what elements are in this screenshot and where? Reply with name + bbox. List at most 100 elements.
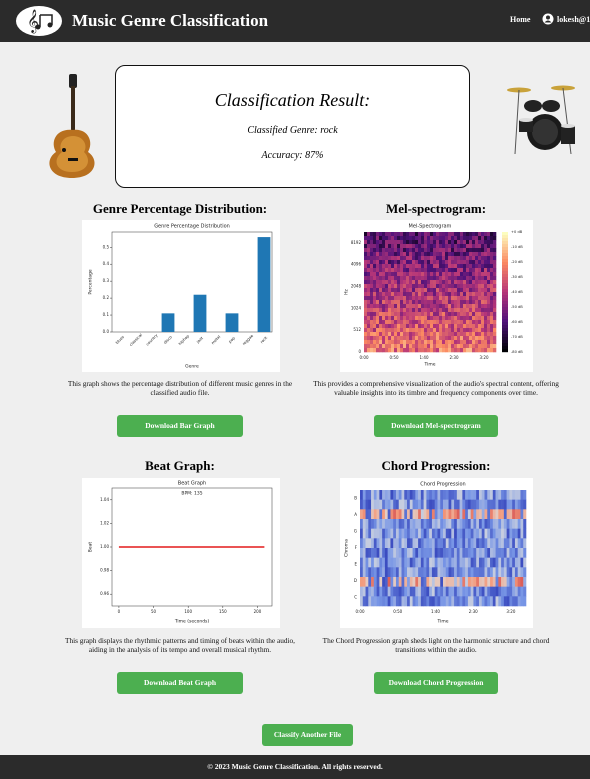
heatmap-cell	[410, 567, 413, 577]
heatmap-cell	[463, 252, 466, 256]
heatmap-cell	[424, 567, 427, 577]
colorbar-segment	[502, 241, 508, 244]
heatmap-cell	[515, 490, 518, 500]
heatmap-cell	[360, 500, 363, 510]
heatmap-cell	[478, 348, 481, 352]
heatmap-cell	[388, 519, 391, 529]
result-accuracy: Accuracy: 87%	[116, 150, 469, 161]
x-tick-label: pop	[227, 335, 236, 344]
heatmap-cell	[430, 256, 433, 260]
section-heading: Genre Percentage Distribution:	[50, 201, 310, 217]
heatmap-cell	[421, 340, 424, 344]
heatmap-cell	[368, 577, 371, 587]
heatmap-cell	[373, 264, 376, 268]
chart-title: Genre Percentage Distribution	[154, 224, 230, 230]
heatmap-cell	[376, 272, 379, 276]
heatmap-cell	[469, 288, 472, 292]
heatmap-cell	[385, 288, 388, 292]
heatmap-cell	[385, 340, 388, 344]
heatmap-cell	[472, 308, 475, 312]
heatmap-cell	[504, 548, 507, 558]
heatmap-cell	[443, 538, 446, 548]
heatmap-cell	[402, 538, 405, 548]
heatmap-cell	[436, 284, 439, 288]
heatmap-cell	[409, 332, 412, 336]
drums-image	[505, 80, 580, 158]
heatmap-cell	[376, 256, 379, 260]
heatmap-cell	[374, 577, 377, 587]
heatmap-cell	[430, 284, 433, 288]
heatmap-cell	[490, 256, 493, 260]
heatmap-cell	[476, 548, 479, 558]
heatmap-cell	[493, 308, 496, 312]
heatmap-cell	[368, 596, 371, 606]
heatmap-cell	[418, 509, 421, 519]
heatmap-cell	[370, 312, 373, 316]
heatmap-cell	[399, 529, 402, 539]
heatmap-cell	[370, 324, 373, 328]
download-button[interactable]: Download Chord Progression	[374, 672, 498, 694]
heatmap-cell	[472, 336, 475, 340]
heatmap-cell	[421, 268, 424, 272]
heatmap-cell	[460, 336, 463, 340]
heatmap-cell	[518, 558, 521, 568]
x-axis-label: Time	[436, 619, 448, 625]
heatmap-cell	[476, 587, 479, 597]
heatmap-cell	[412, 300, 415, 304]
heatmap-cell	[469, 252, 472, 256]
heatmap-cell	[391, 256, 394, 260]
classify-button[interactable]: Classify Another File	[262, 724, 353, 746]
heatmap-cell	[442, 256, 445, 260]
download-button[interactable]: Download Beat Graph	[117, 672, 243, 694]
heatmap-cell	[469, 276, 472, 280]
heatmap-cell	[415, 558, 418, 568]
heatmap-cell	[493, 344, 496, 348]
heatmap-cell	[435, 529, 438, 539]
heatmap-cell	[373, 340, 376, 344]
heatmap-cell	[390, 538, 393, 548]
heatmap-cell	[418, 260, 421, 264]
heatmap-cell	[457, 344, 460, 348]
heatmap-cell	[475, 308, 478, 312]
nav-home[interactable]: Home	[510, 15, 530, 24]
heatmap-cell	[484, 272, 487, 276]
heatmap-cell	[469, 332, 472, 336]
colorbar-segment	[502, 295, 508, 298]
heatmap-cell	[481, 248, 484, 252]
heatmap-cell	[518, 567, 521, 577]
heatmap-cell	[390, 519, 393, 529]
heatmap-cell	[388, 256, 391, 260]
heatmap-cell	[472, 272, 475, 276]
heatmap-cell	[462, 538, 465, 548]
heatmap-cell	[454, 260, 457, 264]
heatmap-cell	[415, 232, 418, 236]
heatmap-cell	[440, 558, 443, 568]
heatmap-cell	[466, 268, 469, 272]
heatmap-cell	[424, 256, 427, 260]
heatmap-cell	[471, 548, 474, 558]
heatmap-cell	[373, 308, 376, 312]
heatmap-cell	[406, 324, 409, 328]
download-button[interactable]: Download Bar Graph	[117, 415, 243, 437]
heatmap-cell	[366, 558, 369, 568]
heatmap-cell	[379, 308, 382, 312]
heatmap-cell	[430, 248, 433, 252]
download-button[interactable]: Download Mel-spectrogram	[374, 415, 498, 437]
heatmap-cell	[424, 276, 427, 280]
heatmap-cell	[436, 340, 439, 344]
heatmap-cell	[451, 276, 454, 280]
heatmap-cell	[418, 324, 421, 328]
heatmap-cell	[451, 328, 454, 332]
heatmap-cell	[421, 292, 424, 296]
heatmap-cell	[490, 538, 493, 548]
heatmap-cell	[512, 538, 515, 548]
heatmap-cell	[445, 256, 448, 260]
heatmap-cell	[373, 260, 376, 264]
nav-user[interactable]: lokesh@1	[557, 15, 590, 24]
heatmap-cell	[473, 519, 476, 529]
heatmap-cell	[465, 500, 468, 510]
heatmap-cell	[475, 280, 478, 284]
heatmap-cell	[435, 558, 438, 568]
heatmap-cell	[442, 308, 445, 312]
